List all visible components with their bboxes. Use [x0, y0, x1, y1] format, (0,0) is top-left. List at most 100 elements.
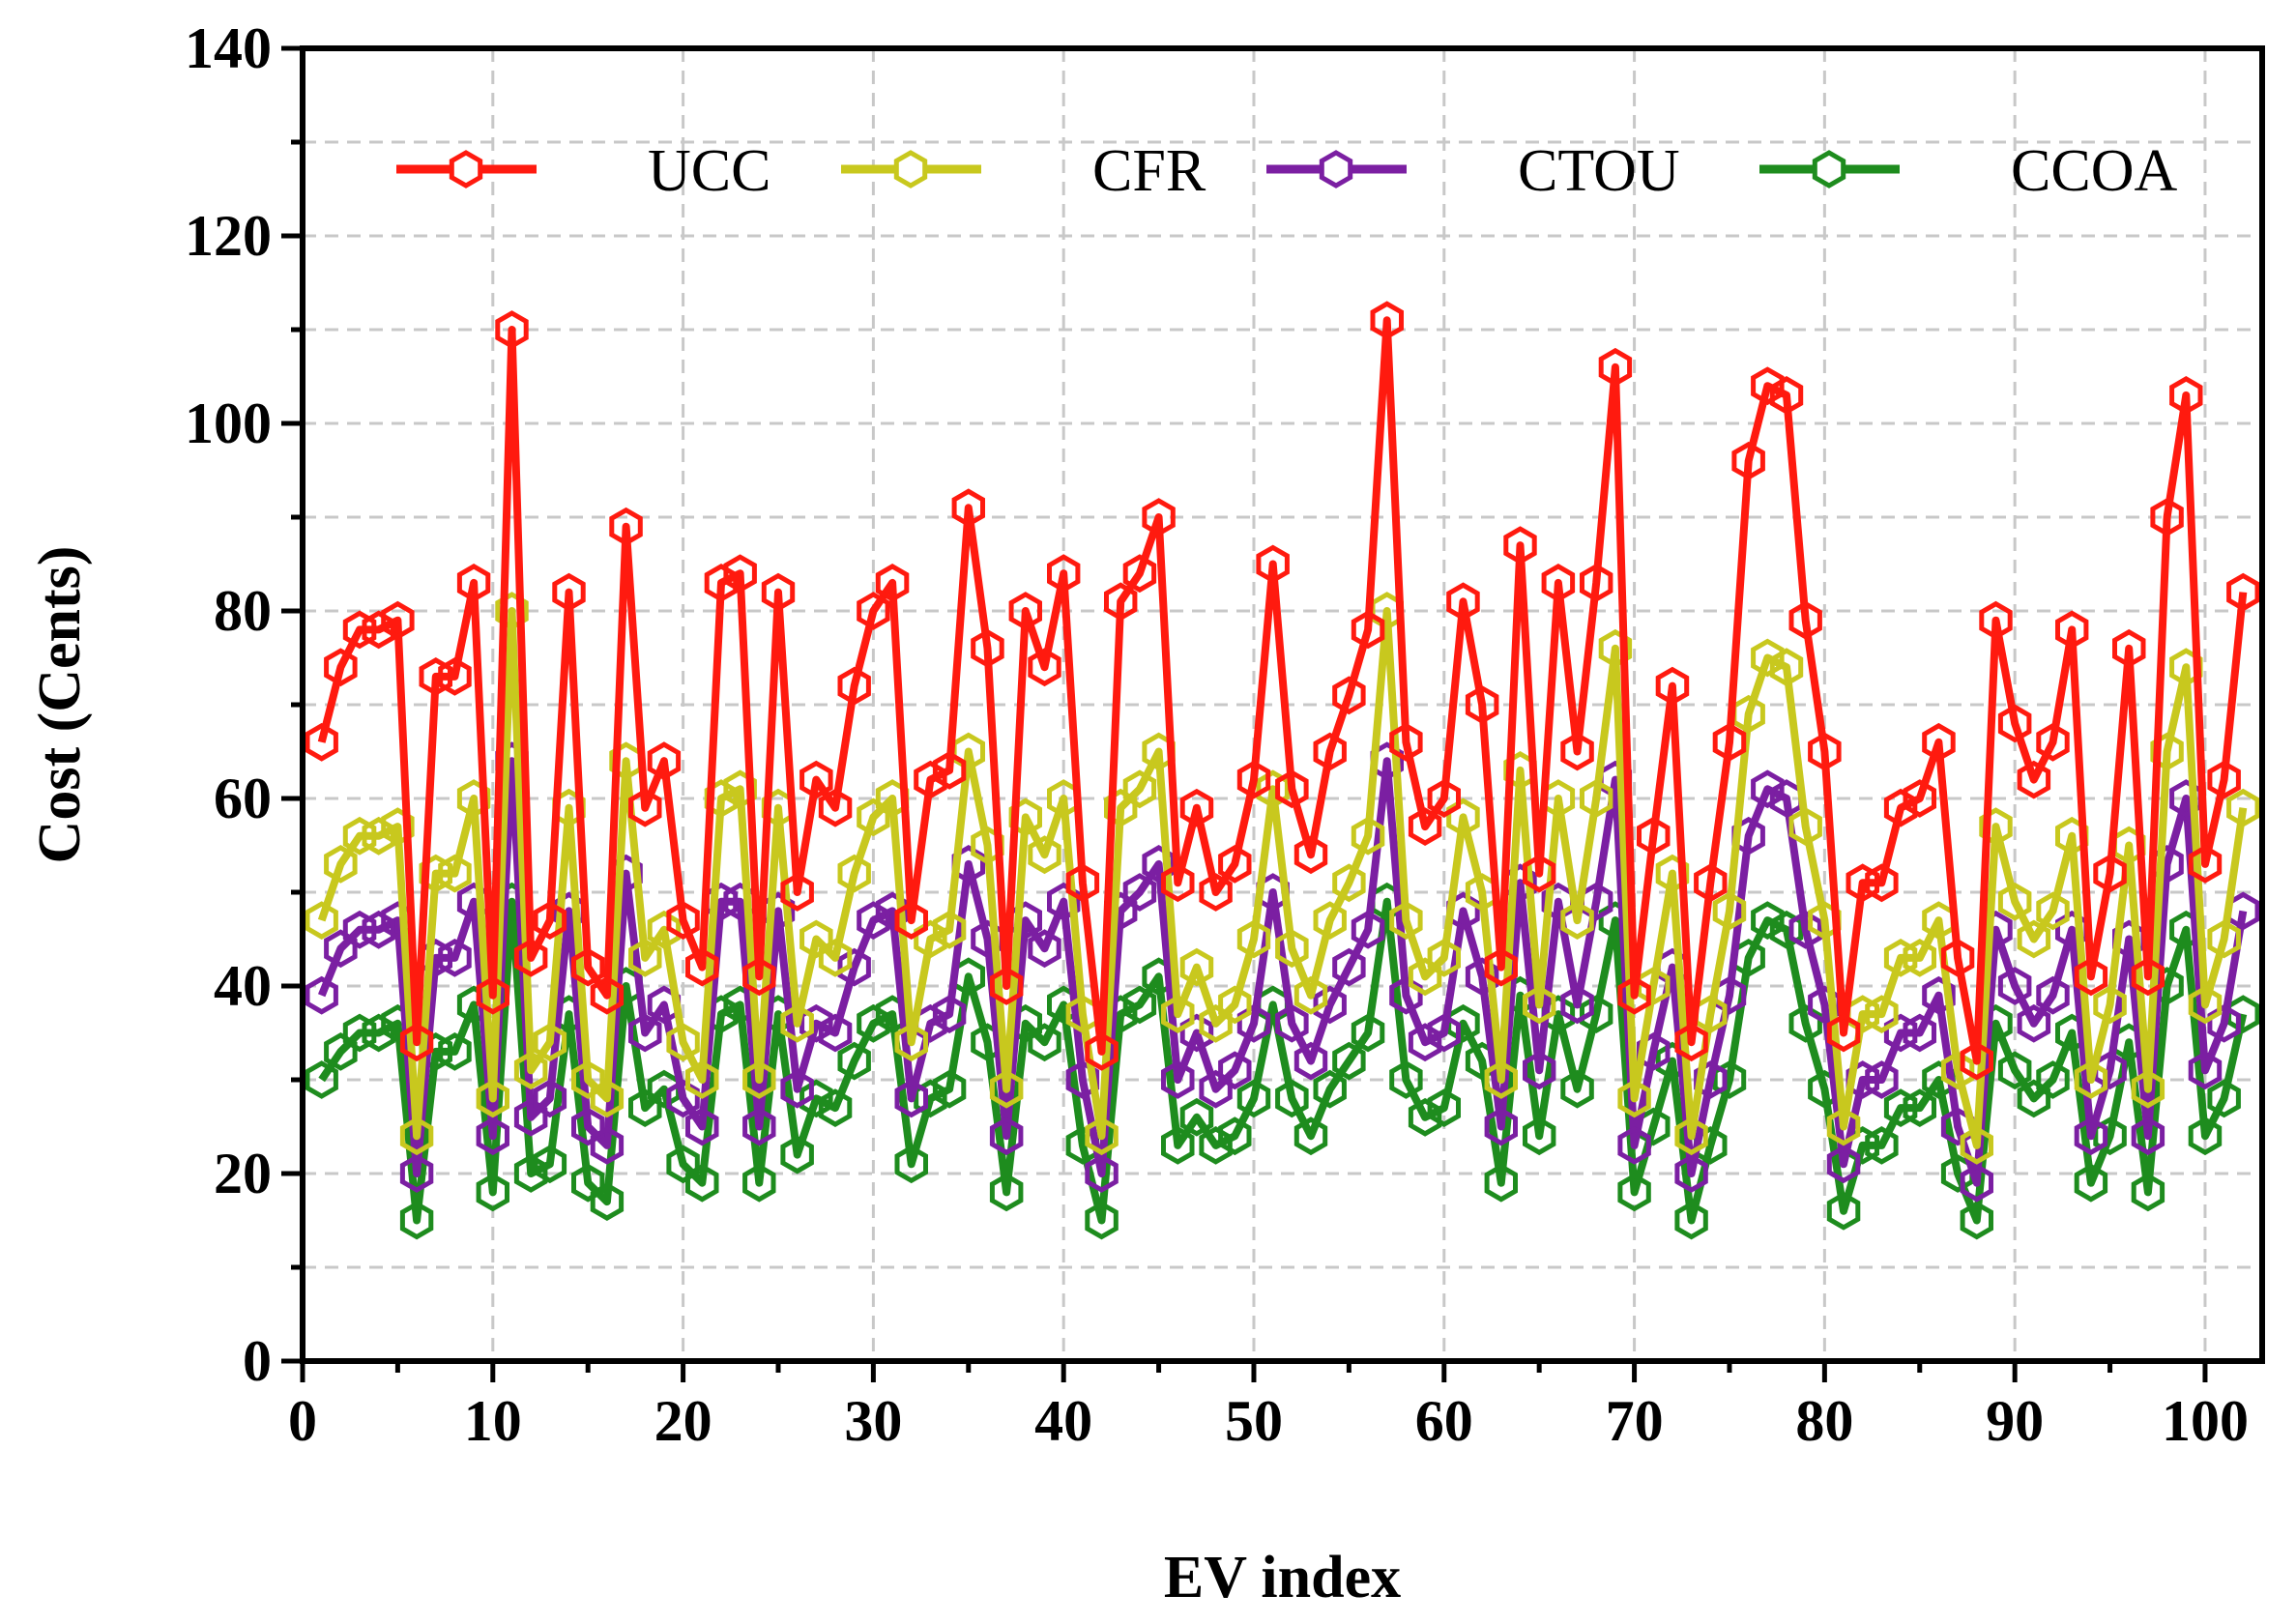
data-point-ucc	[609, 507, 643, 546]
data-point-ucc	[1808, 732, 1842, 771]
data-point-cfr	[1523, 985, 1556, 1025]
data-point-ucc	[1617, 975, 1651, 1015]
data-point-ucc	[932, 751, 967, 790]
data-point-ccoa	[1903, 1088, 1936, 1127]
data-point-ucc	[399, 1023, 434, 1062]
data-point-ucc	[1769, 376, 1804, 415]
data-point-ccoa	[1788, 1003, 1822, 1043]
data-point-ctou	[1313, 985, 1347, 1025]
y-tick-label: 80	[214, 579, 272, 643]
data-point-cfr	[932, 910, 967, 949]
data-point-ucc	[1427, 779, 1461, 818]
y-tick-label: 120	[185, 204, 272, 268]
data-point-ctou	[742, 1107, 776, 1146]
data-point-ctou	[2036, 975, 2070, 1015]
data-point-cfr	[914, 919, 947, 959]
data-point-cfr	[1275, 929, 1309, 969]
data-point-ctou	[894, 1079, 928, 1118]
data-point-ucc	[342, 610, 377, 650]
data-point-ucc	[1979, 600, 2013, 640]
data-point-ctou	[1960, 1163, 1993, 1203]
data-point-ccoa	[1560, 1069, 1594, 1109]
data-point-ccoa	[324, 1032, 358, 1071]
legend-swatch-marker	[449, 150, 483, 188]
data-point-ucc	[894, 901, 928, 940]
data-point-ucc	[1122, 554, 1157, 594]
data-point-cfr	[513, 1051, 548, 1090]
data-point-cfr	[818, 939, 853, 977]
legend-swatch-marker	[1319, 150, 1353, 188]
data-point-ccoa	[780, 1135, 814, 1174]
data-point-ccoa	[894, 1145, 928, 1184]
series-ucc	[305, 301, 2260, 1081]
data-point-ctou	[1465, 957, 1499, 997]
data-point-cfr	[1236, 919, 1271, 959]
data-point-cfr	[495, 592, 529, 630]
data-point-ctou	[1351, 910, 1385, 949]
data-point-cfr	[438, 854, 472, 893]
data-point-ucc	[438, 657, 472, 696]
data-point-ucc	[818, 788, 853, 827]
y-tick-label: 20	[214, 1142, 272, 1205]
data-point-ctou	[818, 1013, 853, 1053]
data-point-ucc	[723, 554, 757, 594]
data-point-cfr	[1883, 939, 1918, 977]
data-point-cfr	[1865, 995, 1899, 1033]
data-point-ucc	[2074, 957, 2108, 997]
data-point-ctou	[305, 975, 338, 1015]
data-point-cfr	[1408, 957, 1442, 997]
data-point-ccoa	[1484, 1163, 1518, 1203]
x-tick-label: 100	[2162, 1389, 2249, 1453]
data-point-ccoa	[342, 1013, 377, 1053]
x-tick-label: 20	[654, 1389, 712, 1453]
data-point-ctou	[324, 929, 358, 969]
data-point-ccoa	[1883, 1088, 1918, 1127]
data-point-ucc	[1236, 760, 1271, 799]
data-point-ccoa	[1389, 1060, 1423, 1099]
legend-item-ucc: UCC	[396, 138, 770, 204]
series-line-ucc	[317, 316, 2248, 1065]
data-point-cfr	[1598, 628, 1633, 668]
data-point-ccoa	[1674, 1201, 1708, 1240]
data-point-ucc	[1179, 788, 1214, 827]
data-point-ctou	[2017, 1003, 2051, 1043]
data-point-ccoa	[1179, 1097, 1214, 1137]
data-point-ucc	[1598, 347, 1633, 387]
data-point-ucc	[1903, 779, 1936, 818]
data-point-ucc	[2112, 628, 2146, 668]
data-point-ucc	[1484, 947, 1518, 987]
data-point-cfr	[381, 807, 415, 846]
data-point-ccoa	[1275, 1079, 1309, 1118]
data-point-cfr	[647, 910, 682, 949]
legend-label: UCC	[648, 138, 770, 204]
data-point-ucc	[837, 666, 871, 706]
data-point-cfr	[2207, 919, 2241, 959]
data-point-ctou	[1903, 1013, 1936, 1053]
data-point-ccoa	[476, 1173, 509, 1212]
data-point-ctou	[1427, 1013, 1461, 1053]
data-point-ucc	[1940, 939, 1975, 977]
data-point-ccoa	[1408, 1097, 1442, 1137]
legend-label: CCOA	[2011, 138, 2177, 204]
x-tick-label: 40	[1034, 1389, 1092, 1453]
data-point-ccoa	[2074, 1163, 2108, 1203]
data-point-cfr	[780, 1003, 814, 1043]
data-point-ctou	[571, 1107, 605, 1146]
data-point-ctou	[1236, 1003, 1271, 1043]
y-tick-label: 60	[214, 767, 272, 830]
data-point-ctou	[685, 1107, 719, 1146]
data-point-cfr	[533, 1023, 567, 1062]
data-point-ctou	[590, 1126, 625, 1165]
data-point-cfr	[1751, 638, 1785, 678]
data-point-ucc	[1047, 554, 1081, 594]
x-tick-label: 10	[464, 1389, 522, 1453]
data-point-cfr	[685, 1060, 719, 1099]
data-point-ctou	[2074, 1116, 2108, 1156]
data-point-ctou	[1218, 1051, 1252, 1090]
data-point-ctou	[2131, 1116, 2165, 1156]
data-point-ctou	[2207, 1003, 2241, 1043]
data-point-ucc	[2169, 376, 2203, 415]
data-point-ccoa	[1617, 1173, 1651, 1212]
series-layer	[305, 301, 2260, 1240]
data-point-ccoa	[666, 1145, 700, 1184]
